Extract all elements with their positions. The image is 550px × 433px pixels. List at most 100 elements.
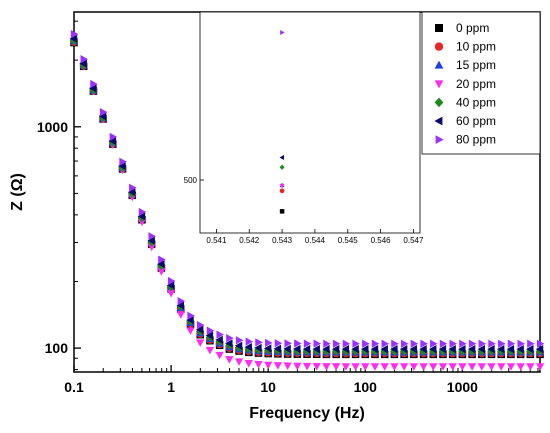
legend-marker: [434, 97, 444, 108]
legend-marker: [435, 135, 444, 144]
data-point: [516, 345, 524, 354]
data-point: [487, 345, 495, 354]
data-point: [517, 339, 525, 348]
data-point: [380, 363, 389, 371]
data-point: [322, 345, 330, 354]
data-point: [273, 362, 283, 370]
data-point: [409, 345, 418, 354]
data-point: [312, 344, 320, 354]
data-point: [439, 339, 448, 348]
data-point: [283, 344, 291, 354]
inset-point-80-ppm: [280, 30, 285, 35]
data-point: [342, 339, 351, 348]
inset-point-0-ppm: [279, 209, 285, 214]
data-point: [187, 311, 195, 320]
inset-x-tick-label: 0.545: [338, 236, 359, 245]
main-marks: [69, 30, 545, 371]
y-tick-label: 100: [45, 340, 69, 356]
inset-x-tick-label: 0.546: [371, 236, 392, 245]
data-point: [215, 351, 224, 360]
data-point: [273, 344, 282, 353]
data-point: [137, 212, 146, 221]
data-point: [205, 331, 214, 340]
data-point: [89, 84, 97, 93]
data-point: [80, 55, 89, 64]
data-point: [390, 363, 399, 371]
main-plot: 0.1 1 10 100 1000 100 1000 Frequency (Hz) Z (Ω…: [9, 11, 545, 422]
data-point: [186, 327, 195, 335]
data-point: [390, 345, 398, 354]
data-point: [293, 362, 302, 371]
data-point: [430, 339, 438, 348]
series-60-ppm: [69, 34, 544, 354]
data-point: [244, 359, 253, 368]
data-point: [468, 339, 477, 348]
data-point: [449, 339, 457, 348]
data-point: [166, 290, 176, 298]
inset-marks: [279, 30, 285, 214]
data-point: [506, 345, 515, 354]
data-point: [438, 363, 448, 371]
legend-label: 80 ppm: [456, 133, 496, 147]
data-point: [409, 363, 418, 371]
data-point: [527, 339, 535, 348]
data-point: [506, 363, 516, 371]
data-point: [488, 339, 496, 348]
data-point: [255, 338, 263, 347]
legend-item: 15 ppm: [434, 58, 496, 72]
data-point: [419, 345, 427, 354]
data-point: [497, 363, 506, 371]
legend-marker: [434, 80, 444, 89]
data-point: [360, 345, 369, 354]
data-point: [186, 315, 194, 325]
data-point: [458, 345, 466, 354]
data-point: [118, 161, 126, 171]
legend-item: 40 ppm: [434, 95, 496, 109]
data-point: [429, 363, 438, 371]
data-point: [127, 187, 136, 197]
data-point: [234, 358, 244, 366]
data-point: [420, 339, 428, 348]
inset-y-tick-label: 500: [184, 176, 198, 185]
data-point: [371, 339, 380, 348]
legend-item: 0 ppm: [435, 21, 489, 35]
data-point: [254, 361, 263, 369]
data-point: [216, 330, 224, 339]
data-point: [69, 34, 78, 43]
data-point: [79, 59, 87, 68]
legend-label: 10 ppm: [456, 40, 496, 54]
data-point: [244, 343, 252, 352]
data-point: [400, 363, 409, 371]
data-point: [487, 363, 496, 371]
data-point: [331, 345, 340, 354]
data-point: [399, 345, 408, 354]
legend-marker: [434, 116, 443, 126]
data-point: [90, 79, 98, 89]
data-point: [526, 345, 534, 354]
data-point: [477, 345, 485, 354]
inset-x-tick-label: 0.547: [403, 236, 424, 245]
data-point: [535, 345, 544, 354]
inset-point-60-ppm: [279, 155, 285, 160]
data-point: [70, 30, 79, 39]
inset-point-10-ppm: [279, 188, 285, 194]
data-point: [419, 363, 428, 371]
data-point: [196, 339, 205, 347]
data-point: [225, 339, 233, 348]
data-point: [361, 363, 370, 371]
main-axes: 0.1 1 10 100 1000 100 1000: [37, 20, 539, 395]
data-point: [332, 339, 341, 348]
legend-label: 60 ppm: [456, 114, 496, 128]
data-point: [197, 321, 205, 330]
data-point: [323, 339, 331, 348]
legend-label: 15 ppm: [456, 58, 496, 72]
data-point: [381, 339, 390, 348]
data-point: [119, 157, 127, 166]
data-point: [351, 345, 359, 354]
data-point: [458, 363, 467, 371]
inset-x-tick-label: 0.541: [206, 236, 227, 245]
data-point: [157, 268, 166, 276]
data-point: [235, 336, 244, 345]
data-point: [264, 361, 273, 370]
data-point: [284, 339, 292, 348]
